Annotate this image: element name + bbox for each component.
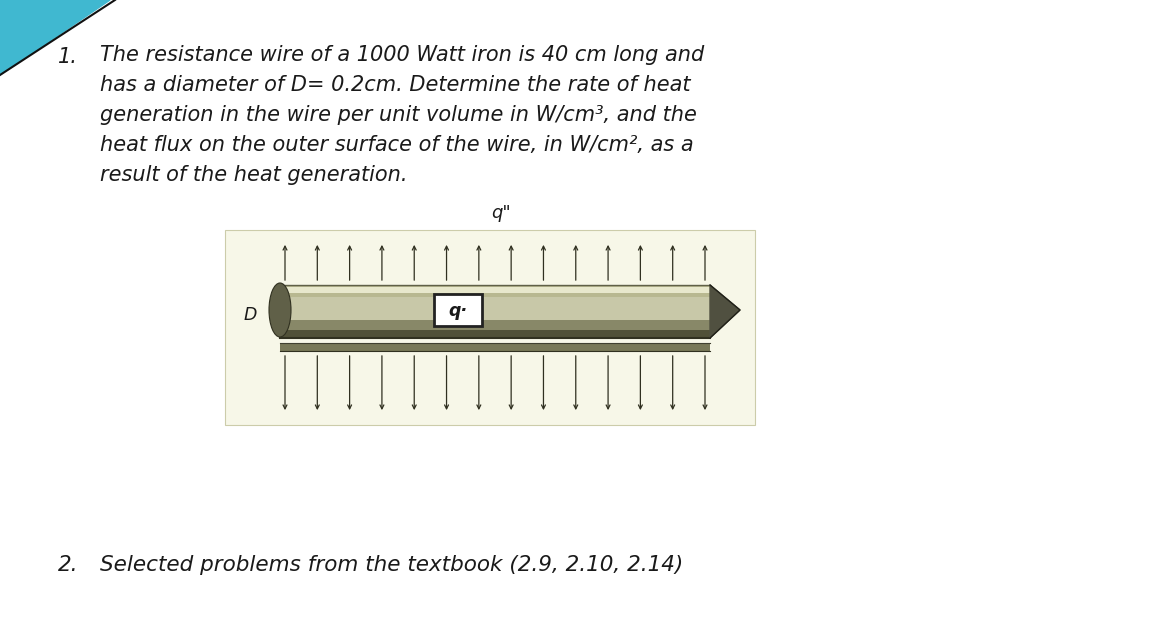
- Bar: [280, 320, 710, 332]
- Polygon shape: [0, 0, 110, 75]
- Text: 2.: 2.: [58, 555, 79, 575]
- Ellipse shape: [268, 283, 290, 337]
- Bar: [225, 230, 755, 425]
- Text: heat flux on the outer surface of the wire, in W/cm², as a: heat flux on the outer surface of the wi…: [100, 135, 694, 155]
- Text: has a diameter of D= 0.2cm. Determine the rate of heat: has a diameter of D= 0.2cm. Determine th…: [100, 75, 690, 95]
- Text: result of the heat generation.: result of the heat generation.: [100, 165, 408, 185]
- Text: q": q": [490, 204, 510, 222]
- Text: D: D: [243, 306, 257, 324]
- Text: q·: q·: [449, 302, 468, 320]
- Bar: [280, 287, 710, 293]
- Text: Selected problems from the textbook (2.9, 2.10, 2.14): Selected problems from the textbook (2.9…: [100, 555, 683, 575]
- Bar: [280, 343, 710, 351]
- Text: generation in the wire per unit volume in W/cm³, and the: generation in the wire per unit volume i…: [100, 105, 697, 125]
- Bar: [280, 297, 710, 327]
- Bar: [280, 327, 710, 337]
- Text: The resistance wire of a 1000 Watt iron is 40 cm long and: The resistance wire of a 1000 Watt iron …: [100, 45, 704, 65]
- Text: 1.: 1.: [58, 47, 78, 67]
- Bar: [280, 285, 710, 335]
- Polygon shape: [710, 285, 740, 338]
- Bar: [280, 330, 710, 338]
- Bar: [435, 294, 482, 326]
